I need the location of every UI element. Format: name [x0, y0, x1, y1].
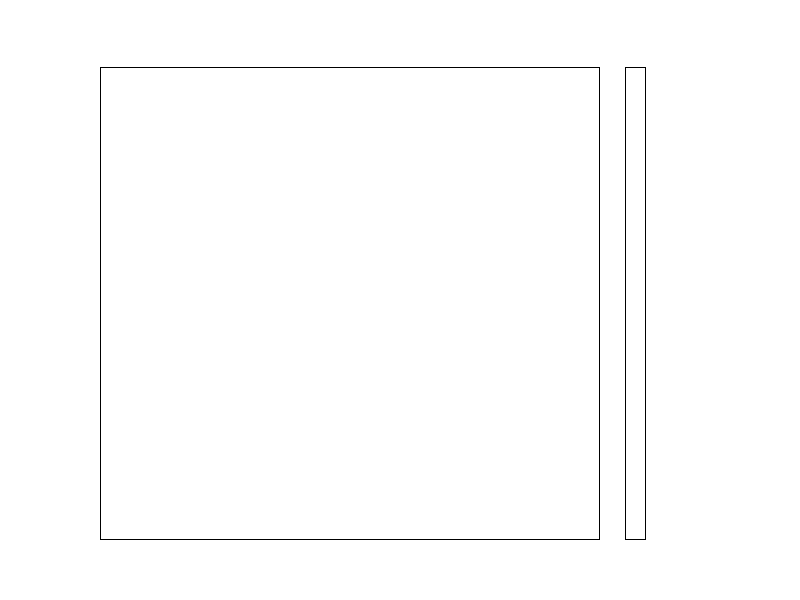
colorbar-tick-labels	[646, 67, 706, 540]
colorbar-gradient	[625, 67, 646, 540]
colorbar	[625, 67, 646, 540]
y-axis-tick-labels	[30, 67, 94, 540]
plot-area	[100, 67, 600, 540]
x-axis-tick-labels	[100, 545, 600, 565]
density-heatmap	[101, 68, 599, 539]
